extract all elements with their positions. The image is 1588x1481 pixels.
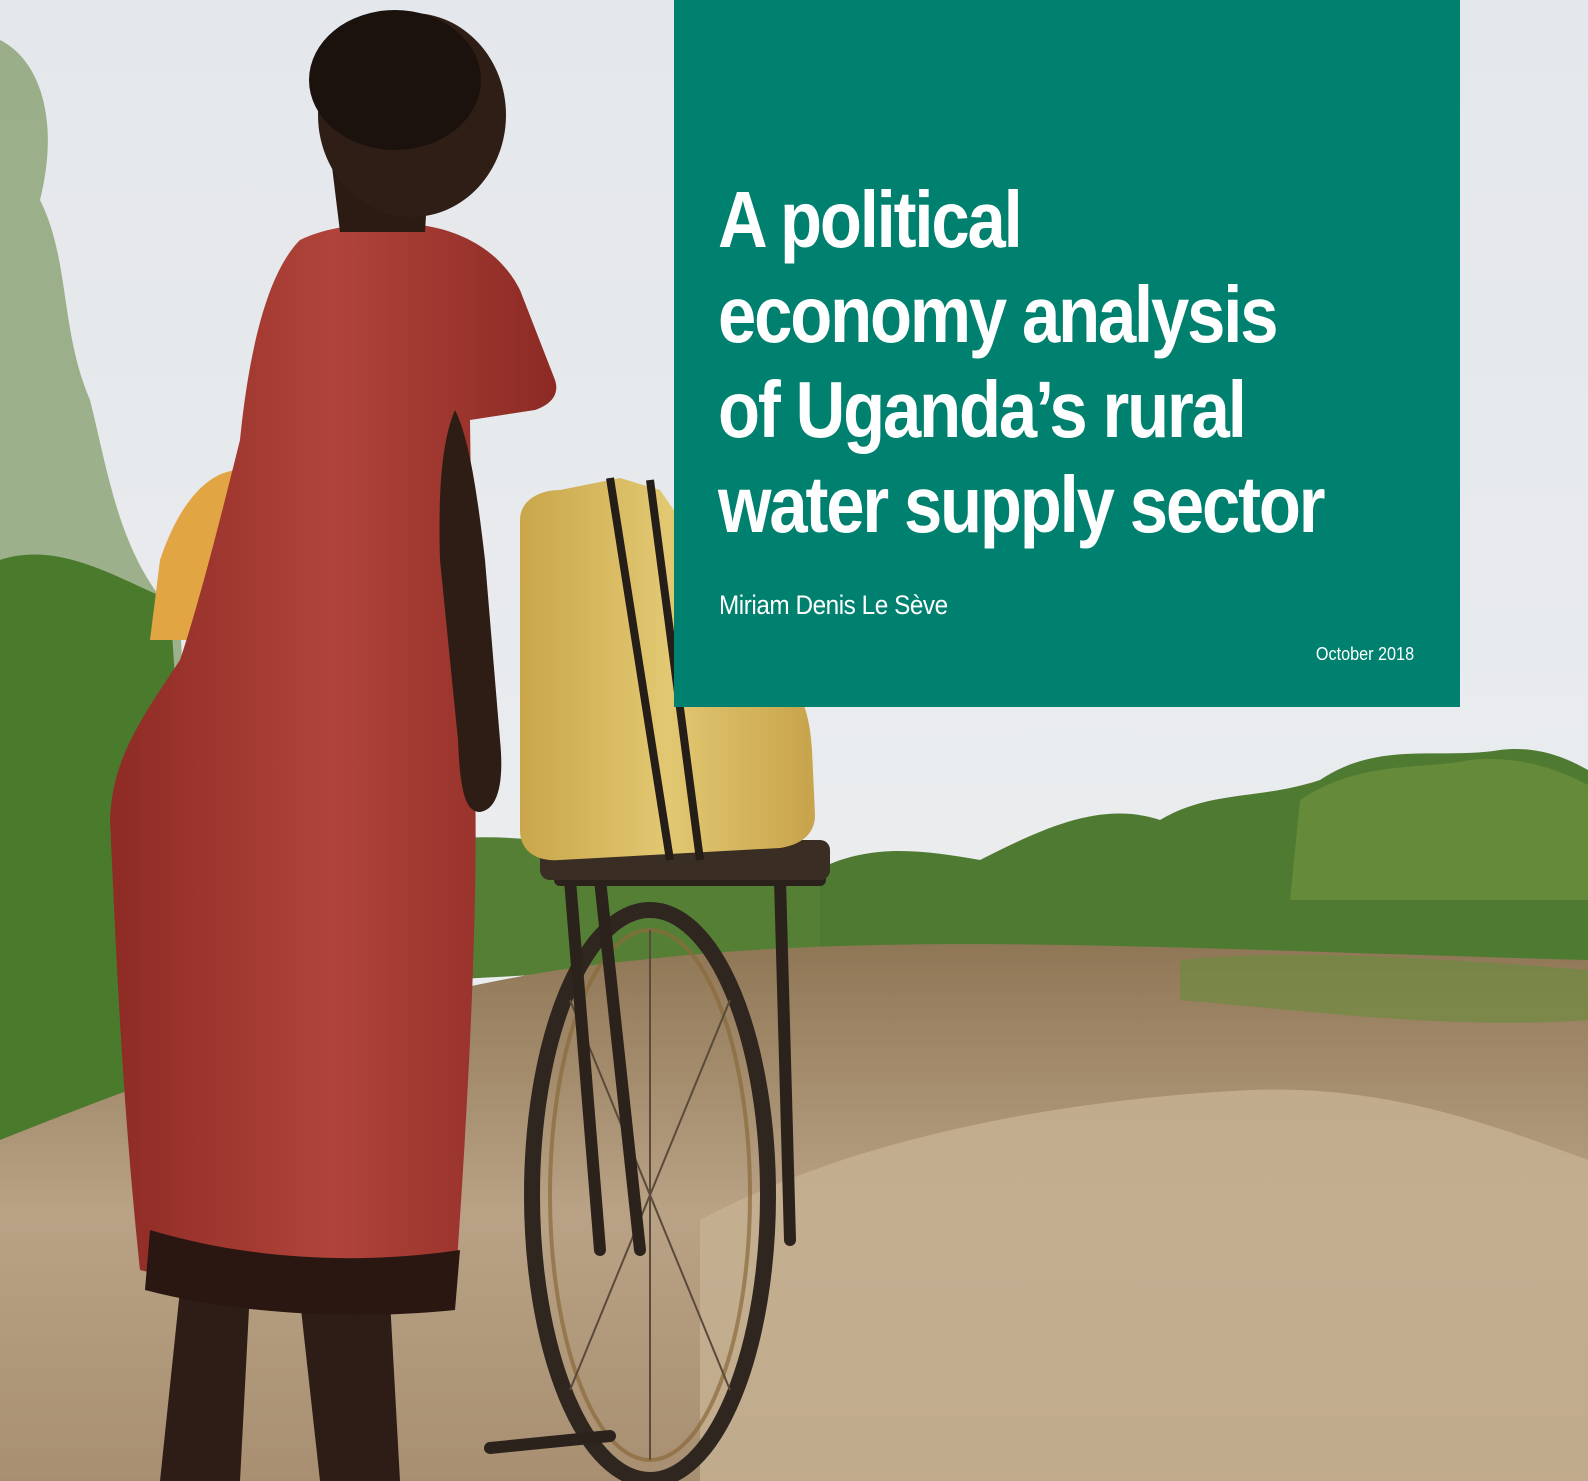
report-title: A political economy analysis of Uganda’s… — [718, 172, 1337, 552]
grass-patches — [1180, 954, 1588, 1023]
title-panel: A political economy analysis of Uganda’s… — [674, 0, 1460, 707]
title-line-2: economy analysis — [718, 270, 1278, 359]
title-line-3: of Uganda’s rural — [718, 365, 1247, 454]
jerrycan — [520, 478, 815, 861]
title-line-4: water supply sector — [718, 460, 1325, 549]
girl-hair — [309, 10, 481, 150]
publication-date: October 2018 — [1315, 644, 1414, 664]
bicycle-frame — [554, 874, 826, 1256]
bushes-right-highlight — [1290, 759, 1588, 900]
bicycle-spoke-3 — [569, 999, 731, 1391]
bicycle-pedal — [484, 1430, 616, 1454]
girl-legs — [160, 1290, 400, 1481]
dress-underskirt — [145, 1230, 460, 1315]
sand-mound — [700, 1089, 1588, 1481]
girl-arm — [439, 410, 502, 812]
title-line-1: A political — [718, 175, 1023, 264]
bicycle-wheel — [524, 902, 776, 1481]
author-name: Miriam Denis Le Sève — [719, 590, 948, 620]
